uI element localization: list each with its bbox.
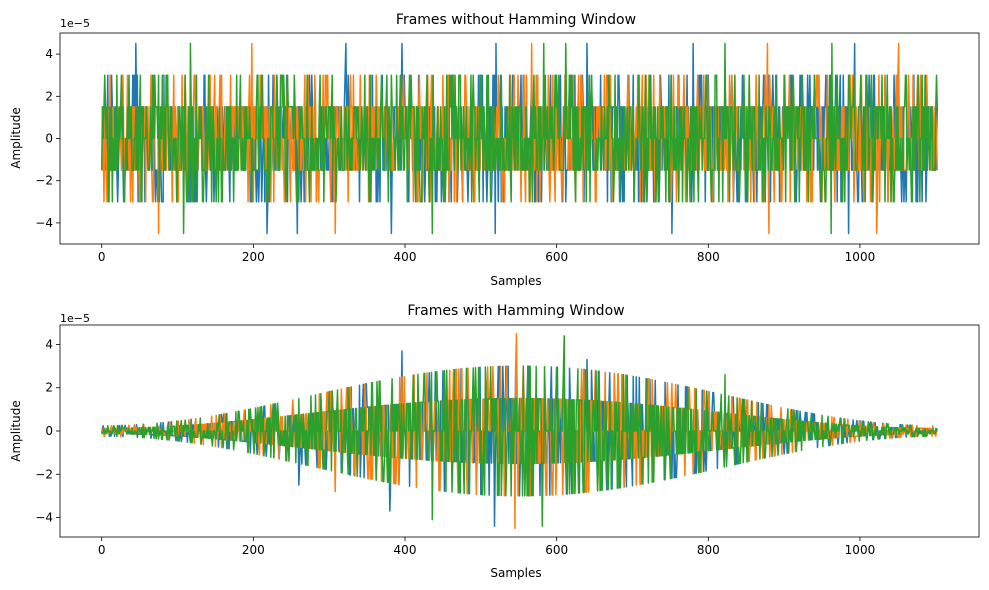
x-tick-label: 0 <box>98 250 106 264</box>
y-tick-label: −2 <box>35 174 53 188</box>
x-tick-label: 800 <box>697 250 720 264</box>
series-layer <box>100 332 939 530</box>
x-tick-label: 600 <box>545 250 568 264</box>
x-tick-label: 0 <box>98 543 106 557</box>
y-tick-label: −2 <box>35 467 53 481</box>
x-tick-label: 400 <box>394 543 417 557</box>
plot-frame <box>59 32 980 245</box>
y-axis-label: Amplitude <box>9 107 23 169</box>
y-tick-label: 2 <box>45 89 53 103</box>
x-axis-label: Samples <box>490 566 541 580</box>
tick-layer: 0 200 400 600 800 1000 −4 −2 0 2 4 <box>35 337 875 557</box>
subplot-without-window: Frames without Hamming Window 1e−5 Ampli… <box>9 12 980 288</box>
x-tick-label: 400 <box>394 250 417 264</box>
y-offset-text: 1e−5 <box>60 312 90 325</box>
series-line <box>100 42 939 235</box>
x-tick-label: 200 <box>242 250 265 264</box>
x-tick-label: 800 <box>697 543 720 557</box>
y-axis-label: Amplitude <box>9 400 23 462</box>
series-line <box>101 335 938 527</box>
tick-layer: 0 200 400 600 800 1000 −4 −2 0 2 4 <box>35 47 875 264</box>
plot-frame <box>59 324 980 538</box>
y-tick-label: 4 <box>45 337 53 351</box>
y-tick-label: 0 <box>45 424 53 438</box>
series-layer <box>100 42 939 235</box>
subplot-with-window: Frames with Hamming Window 1e−5 Amplitud… <box>9 303 980 580</box>
x-axis-label: Samples <box>490 274 541 288</box>
y-tick-label: 2 <box>45 381 53 395</box>
chart-title: Frames with Hamming Window <box>407 303 624 319</box>
y-tick-label: 4 <box>45 47 53 61</box>
y-tick-label: 0 <box>45 132 53 146</box>
x-tick-label: 1000 <box>845 543 876 557</box>
x-tick-label: 600 <box>545 543 568 557</box>
y-tick-label: −4 <box>35 216 53 230</box>
y-offset-text: 1e−5 <box>60 17 90 30</box>
x-tick-label: 1000 <box>845 250 876 264</box>
x-tick-label: 200 <box>242 543 265 557</box>
chart-title: Frames without Hamming Window <box>396 12 636 28</box>
y-tick-label: −4 <box>35 511 53 525</box>
